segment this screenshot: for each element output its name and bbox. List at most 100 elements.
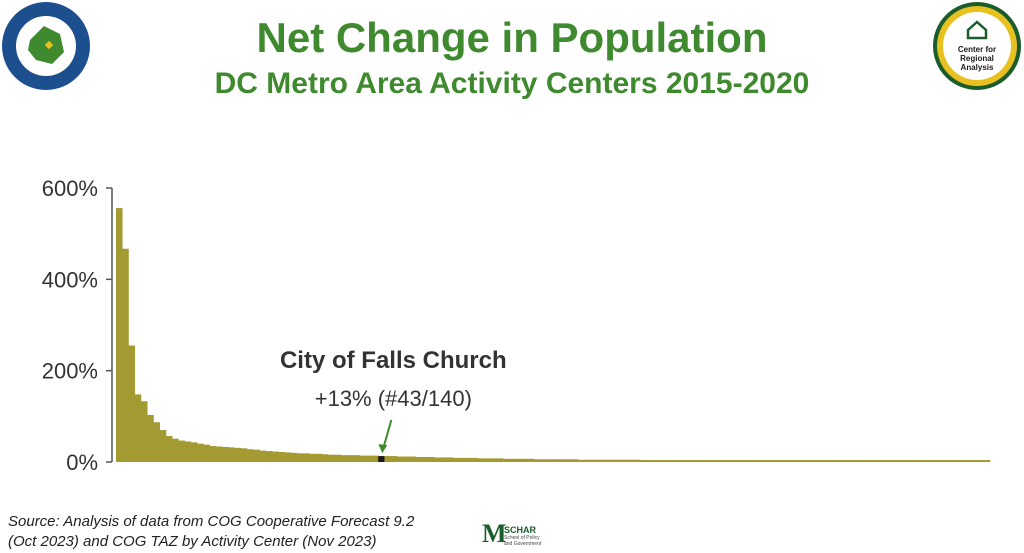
bar — [415, 456, 423, 462]
schar-mark: M — [482, 519, 507, 548]
bar — [846, 460, 853, 462]
highlight-annotation: City of Falls Church +13% (#43/140) — [280, 347, 507, 454]
bar — [896, 460, 903, 462]
bar — [890, 460, 897, 462]
bar — [178, 440, 185, 462]
bar — [365, 455, 373, 462]
bar — [222, 446, 229, 462]
bar — [478, 458, 485, 462]
bar — [528, 458, 535, 462]
bar — [715, 460, 722, 462]
bar — [459, 457, 466, 462]
annotation-value: +13% (#43/140) — [315, 386, 472, 411]
bar — [390, 456, 398, 462]
bar — [559, 459, 566, 462]
bar — [965, 460, 972, 462]
bar — [147, 414, 154, 462]
cra-line1: Center for — [958, 45, 996, 54]
bar — [484, 458, 491, 462]
y-tick-label: 0% — [66, 450, 98, 475]
bar — [821, 460, 828, 462]
bar — [340, 455, 348, 462]
bar — [546, 459, 554, 462]
bar — [284, 452, 292, 462]
bar — [671, 460, 679, 462]
bar — [690, 460, 697, 462]
bar — [122, 248, 129, 462]
bar — [371, 455, 379, 462]
bar — [577, 459, 585, 462]
bar — [297, 453, 304, 462]
y-tick-label: 200% — [42, 359, 98, 384]
bar — [740, 460, 747, 462]
bar — [759, 460, 766, 462]
bar — [116, 208, 123, 462]
bar — [858, 460, 866, 462]
bar — [827, 460, 835, 462]
bar — [933, 460, 941, 462]
bar — [540, 459, 548, 462]
annotation-arrowhead — [378, 444, 388, 454]
bar — [921, 460, 928, 462]
bar — [353, 455, 360, 462]
bar — [865, 460, 872, 462]
bar — [952, 460, 960, 462]
bar — [515, 458, 523, 462]
bar — [752, 460, 760, 462]
schar-sub1: School of Policy — [504, 535, 540, 541]
bar — [696, 460, 704, 462]
bar — [977, 460, 985, 462]
bar — [596, 459, 604, 462]
schar-subtitle: School of Policy and Government — [504, 535, 541, 547]
bar — [802, 460, 810, 462]
bar — [253, 449, 260, 462]
bar — [584, 459, 591, 462]
bar — [172, 438, 179, 462]
bar — [428, 456, 435, 462]
bar — [702, 460, 710, 462]
bar — [777, 460, 785, 462]
bar — [971, 460, 978, 462]
bar — [627, 459, 635, 462]
bar — [734, 460, 741, 462]
bar — [940, 460, 947, 462]
bar — [615, 459, 622, 462]
center-for-regional-analysis-logo: Center for Regional Analysis — [930, 0, 1024, 92]
bar — [234, 447, 242, 462]
source-note: Source: Analysis of data from COG Cooper… — [8, 512, 468, 552]
bar — [521, 458, 529, 462]
bar — [534, 459, 541, 462]
source-line-2: (Oct 2023) and COG TAZ by Activity Cente… — [8, 533, 377, 550]
bar — [553, 459, 560, 462]
bar — [771, 460, 779, 462]
bar — [883, 460, 891, 462]
bar — [902, 460, 910, 462]
y-axis: 0% 200% 400% 600% — [42, 176, 113, 475]
bar — [140, 401, 148, 462]
schar-sub2: and Government — [504, 541, 542, 547]
schar-school-logo: M SCHAR School of Policy and Government — [482, 515, 552, 553]
population-change-chart: 0% 200% 400% 600% City of Falls Church +13%… — [42, 176, 991, 475]
bar — [409, 456, 416, 462]
page-subtitle: DC Metro Area Activity Centers 2015-2020 — [214, 67, 810, 100]
bar — [272, 451, 279, 462]
bar-series — [116, 208, 991, 462]
bar — [153, 422, 160, 462]
annotation-title: City of Falls Church — [280, 347, 507, 374]
bar — [765, 460, 772, 462]
bar — [315, 453, 323, 462]
bar — [396, 456, 404, 462]
bar — [421, 456, 429, 462]
bar — [322, 454, 329, 462]
bar — [290, 452, 298, 462]
bar — [746, 460, 754, 462]
bar — [159, 430, 167, 462]
bar — [509, 458, 516, 462]
bar — [309, 453, 317, 462]
bar — [240, 448, 248, 462]
bar — [659, 460, 666, 462]
bar — [908, 460, 916, 462]
bar — [259, 450, 267, 462]
bar — [346, 455, 354, 462]
cra-line2: Regional — [960, 54, 994, 63]
